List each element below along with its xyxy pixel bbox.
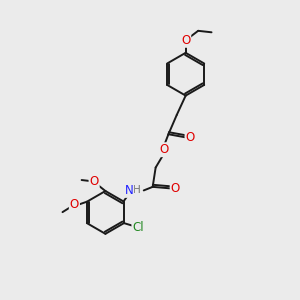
Text: O: O — [89, 175, 99, 188]
Text: O: O — [159, 143, 169, 156]
Text: H: H — [133, 185, 141, 195]
Text: O: O — [70, 198, 79, 211]
Text: N: N — [124, 184, 133, 197]
Text: O: O — [181, 34, 190, 47]
Text: O: O — [171, 182, 180, 195]
Text: O: O — [185, 131, 195, 144]
Text: Cl: Cl — [132, 221, 144, 234]
